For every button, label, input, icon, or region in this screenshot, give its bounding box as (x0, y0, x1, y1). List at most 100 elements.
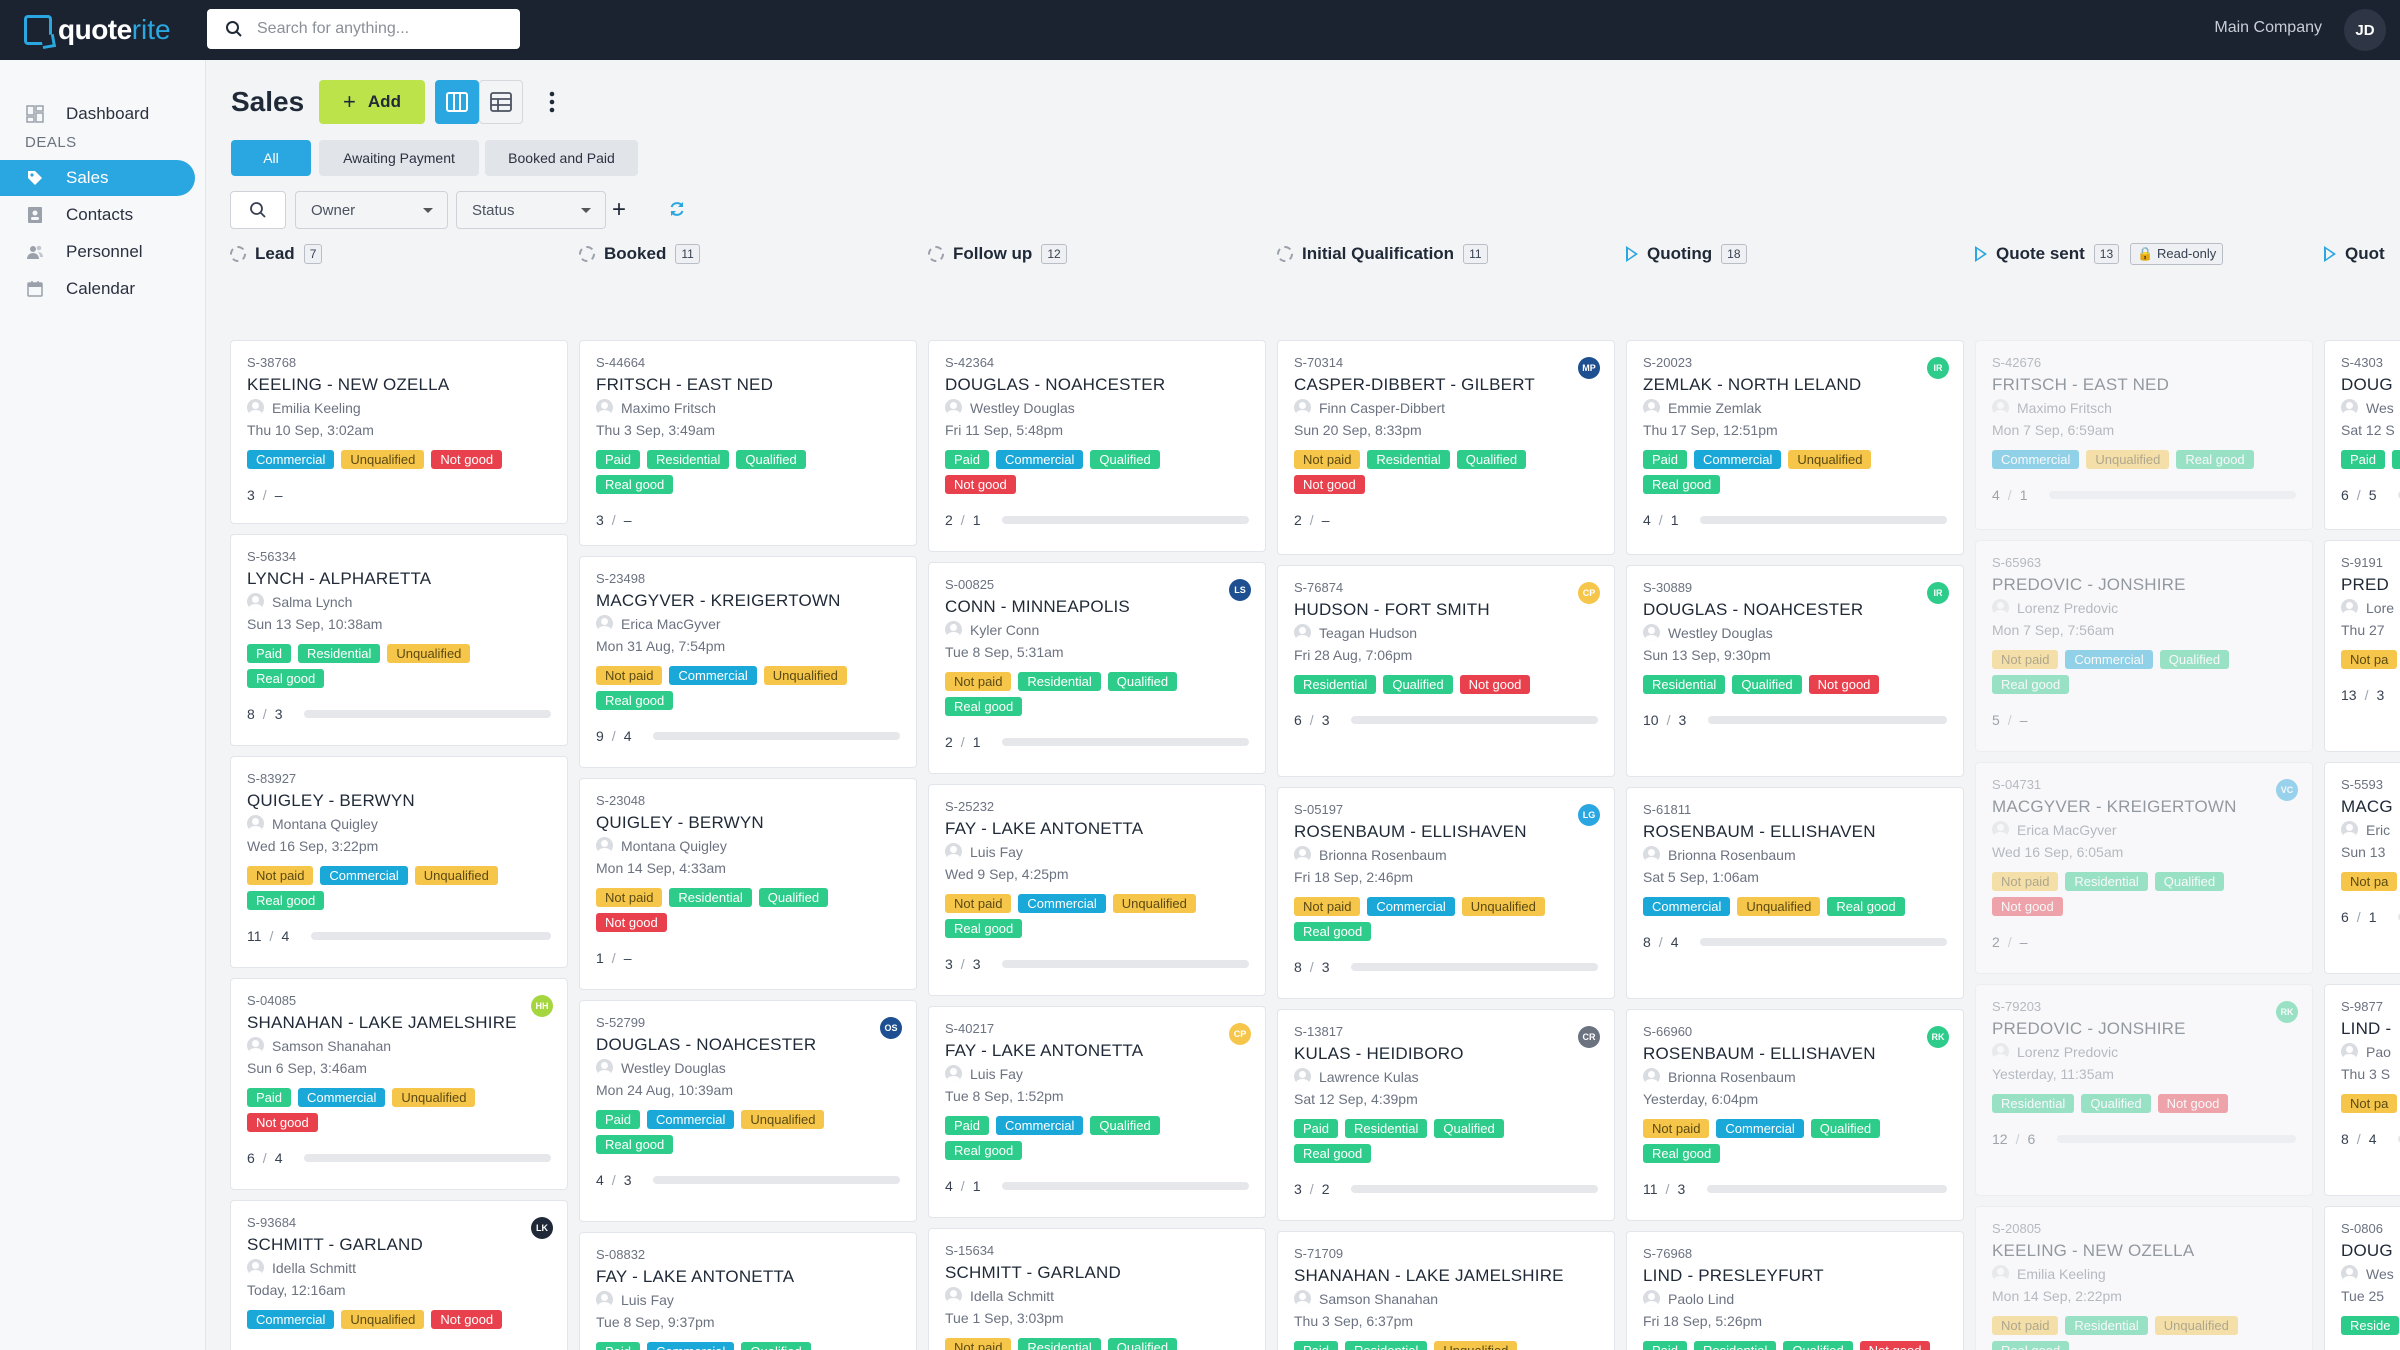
deal-card[interactable]: S-20023 ZEMLAK - NORTH LELAND Emmie Zemlak… (1626, 340, 1964, 555)
deal-card[interactable]: S-52799 DOUGLAS - NOAHCESTER Westley Dougl… (579, 1000, 917, 1222)
assignee-avatar[interactable]: OS (880, 1017, 902, 1039)
deal-card[interactable]: S-71709 SHANAHAN - LAKE JAMELSHIRE Samson … (1277, 1231, 1615, 1350)
deal-card[interactable]: S-13817 KULAS - HEIDIBORO Lawrence Kulas Sa… (1277, 1009, 1615, 1221)
board-search-button[interactable] (230, 191, 286, 229)
deal-card[interactable]: S-93684 SCHMITT - GARLAND Idella Schmitt To… (230, 1200, 568, 1350)
meta-separator: / (960, 734, 965, 750)
deal-card[interactable]: S-40217 FAY - LAKE ANTONETTA Luis Fay Tue 8… (928, 1006, 1266, 1218)
deal-card[interactable]: S-04085 SHANAHAN - LAKE JAMELSHIRE Samson … (230, 978, 568, 1190)
assignee-avatar[interactable]: LS (1229, 579, 1251, 601)
assignee-avatar[interactable]: RK (2276, 1001, 2298, 1023)
table-icon (490, 92, 512, 112)
deal-card[interactable]: S-44664 FRITSCH - EAST NED Maximo Fritsch T… (579, 340, 917, 546)
tag-list: Not paid Commercial Unqualified Real good (596, 666, 886, 710)
assignee-avatar[interactable]: RK (1927, 1026, 1949, 1048)
app-logo[interactable]: quote rite (24, 14, 171, 46)
filter-tab-booked-and-paid[interactable]: Booked and Paid (485, 140, 638, 176)
status-tag: Residential (2065, 872, 2148, 891)
deal-card[interactable]: S-38768 KEELING - NEW OZELLA Emilia Keelin… (230, 340, 568, 524)
status-tag: Residential (1018, 672, 1101, 691)
deal-code: S-23048 (596, 793, 646, 808)
deal-card[interactable]: S-56334 LYNCH - ALPHARETTA Salma Lynch Sun … (230, 534, 568, 746)
global-search[interactable] (207, 9, 520, 49)
status-tag: Not good (1859, 1341, 1931, 1350)
deal-card[interactable]: S-05197 ROSENBAUM - ELLISHAVEN Brionna Ros… (1277, 787, 1615, 999)
calendar-icon (27, 281, 43, 297)
more-options-button[interactable] (542, 88, 562, 116)
deal-card[interactable]: S-0806 DOUG Wes Tue 25 Reside (2324, 1206, 2400, 1350)
contact-name: Westley Douglas (970, 399, 1075, 416)
deal-card[interactable]: S-04731 MACGYVER - KREIGERTOWN Erica MacGy… (1975, 762, 2313, 974)
progress-bar (653, 732, 900, 740)
deal-meta: 8 / 4 (1643, 932, 1947, 952)
sidebar-item-dashboard[interactable]: Dashboard (0, 96, 195, 132)
assignee-avatar[interactable]: IR (1927, 582, 1949, 604)
deal-card[interactable]: S-08832 FAY - LAKE ANTONETTA Luis Fay Tue 8… (579, 1232, 917, 1350)
refresh-button[interactable] (668, 200, 686, 223)
deal-card[interactable]: S-5593 MACG Eric Sun 13 Not paReal g 6 / 1 (2324, 762, 2400, 974)
add-button-label: Add (367, 92, 401, 111)
sidebar-item-label: Calendar (66, 279, 135, 298)
deal-title: LIND - (2341, 1019, 2392, 1038)
user-avatar[interactable]: JD (2344, 9, 2386, 51)
status-tag: Commercial (247, 450, 335, 469)
sidebar-item-sales[interactable]: Sales (0, 160, 195, 196)
meta-count-a: 11 (1643, 1181, 1658, 1197)
deal-card[interactable]: S-20805 KEELING - NEW OZELLA Emilia Keelin… (1975, 1206, 2313, 1350)
deal-card[interactable]: S-25232 FAY - LAKE ANTONETTA Luis Fay Wed 9… (928, 784, 1266, 996)
table-view-button[interactable] (479, 80, 523, 124)
global-search-input[interactable] (257, 20, 497, 38)
assignee-avatar[interactable]: LK (531, 1217, 553, 1239)
deal-card[interactable]: S-9877 LIND - Pao Thu 3 S Not paReal g 8 / 4 (2324, 984, 2400, 1196)
deal-card[interactable]: S-65963 PREDOVIC - JONSHIRE Lorenz Predovi… (1975, 540, 2313, 752)
deal-date: Sat 12 Sep, 4:39pm (1294, 1091, 1418, 1107)
deal-card[interactable]: S-79203 PREDOVIC - JONSHIRE Lorenz Predovi… (1975, 984, 2313, 1196)
progress-bar (1351, 716, 1598, 724)
deal-card[interactable]: S-61811 ROSENBAUM - ELLISHAVEN Brionna Ros… (1626, 787, 1964, 999)
deal-card[interactable]: S-70314 CASPER-DIBBERT - GILBERT Finn Casp… (1277, 340, 1615, 555)
deal-card[interactable]: S-23048 QUIGLEY - BERWYN Montana Quigley Mo… (579, 778, 917, 990)
assignee-avatar[interactable]: LG (1578, 804, 1600, 826)
sidebar-item-contacts[interactable]: Contacts (0, 197, 195, 233)
assignee-avatar[interactable]: HH (531, 995, 553, 1017)
status-dropdown[interactable]: Status (456, 191, 606, 229)
assignee-avatar[interactable]: CP (1229, 1023, 1251, 1045)
assignee-avatar[interactable]: IR (1927, 357, 1949, 379)
deal-contact: Samson Shanahan (1294, 1290, 1598, 1307)
deal-code: S-00825 (945, 577, 995, 592)
filter-tab-all[interactable]: All (231, 140, 311, 176)
sidebar-item-personnel[interactable]: Personnel (0, 234, 195, 270)
deal-title: ZEMLAK - NORTH LELAND (1643, 375, 1862, 394)
deal-card[interactable]: S-42676 FRITSCH - EAST NED Maximo Fritsch M… (1975, 340, 2313, 530)
deal-card[interactable]: S-00825 CONN - MINNEAPOLIS Kyler Conn Tue 8… (928, 562, 1266, 774)
deal-card[interactable]: S-15634 SCHMITT - GARLAND Idella Schmitt Tu… (928, 1228, 1266, 1350)
deal-code: S-5593 (2341, 777, 2383, 792)
deal-card[interactable]: S-42364 DOUGLAS - NOAHCESTER Westley Dougl… (928, 340, 1266, 552)
deal-card[interactable]: S-9191 PRED Lore Thu 27 Not paReal g 13 / 3 (2324, 540, 2400, 752)
tag-list: Commercial Unqualified Not good (247, 450, 537, 469)
deal-card[interactable]: S-76968 LIND - PRESLEYFURT Paolo Lind Fri 1… (1626, 1231, 1964, 1350)
deal-card[interactable]: S-76874 HUDSON - FORT SMITH Teagan Hudson F… (1277, 565, 1615, 777)
assignee-avatar[interactable]: CP (1578, 582, 1600, 604)
filter-tab-awaiting-payment[interactable]: Awaiting Payment (319, 140, 479, 176)
assignee-avatar[interactable]: VC (2276, 779, 2298, 801)
status-tag: Commercial (647, 1342, 735, 1350)
assignee-avatar[interactable]: MP (1578, 357, 1600, 379)
deal-card[interactable]: S-4303 DOUG Wes Sat 12 S Paid Real g 6 / 5 (2324, 340, 2400, 530)
add-button[interactable]: + Add (319, 80, 425, 124)
deal-card[interactable]: S-66960 ROSENBAUM - ELLISHAVEN Brionna Ros… (1626, 1009, 1964, 1221)
deal-card[interactable]: S-30889 DOUGLAS - NOAHCESTER Westley Dougl… (1626, 565, 1964, 777)
sidebar-item-calendar[interactable]: Calendar (0, 271, 195, 307)
deal-card[interactable]: S-23498 MACGYVER - KREIGERTOWN Erica MacGy… (579, 556, 917, 768)
deal-contact: Maximo Fritsch (596, 399, 900, 416)
add-filter-button[interactable]: + (612, 198, 626, 222)
status-tag: Commercial (247, 1310, 335, 1329)
deal-card[interactable]: S-83927 QUIGLEY - BERWYN Montana Quigley We… (230, 756, 568, 968)
owner-dropdown[interactable]: Owner (295, 191, 448, 229)
tag-list: Paid Real g (2341, 450, 2400, 469)
board-view-button[interactable] (435, 80, 479, 124)
deal-date: Wed 16 Sep, 3:22pm (247, 838, 379, 854)
assignee-avatar[interactable]: CR (1578, 1026, 1600, 1048)
company-name[interactable]: Main Company (2214, 19, 2322, 36)
status-tag: Real good (1992, 1341, 2070, 1350)
